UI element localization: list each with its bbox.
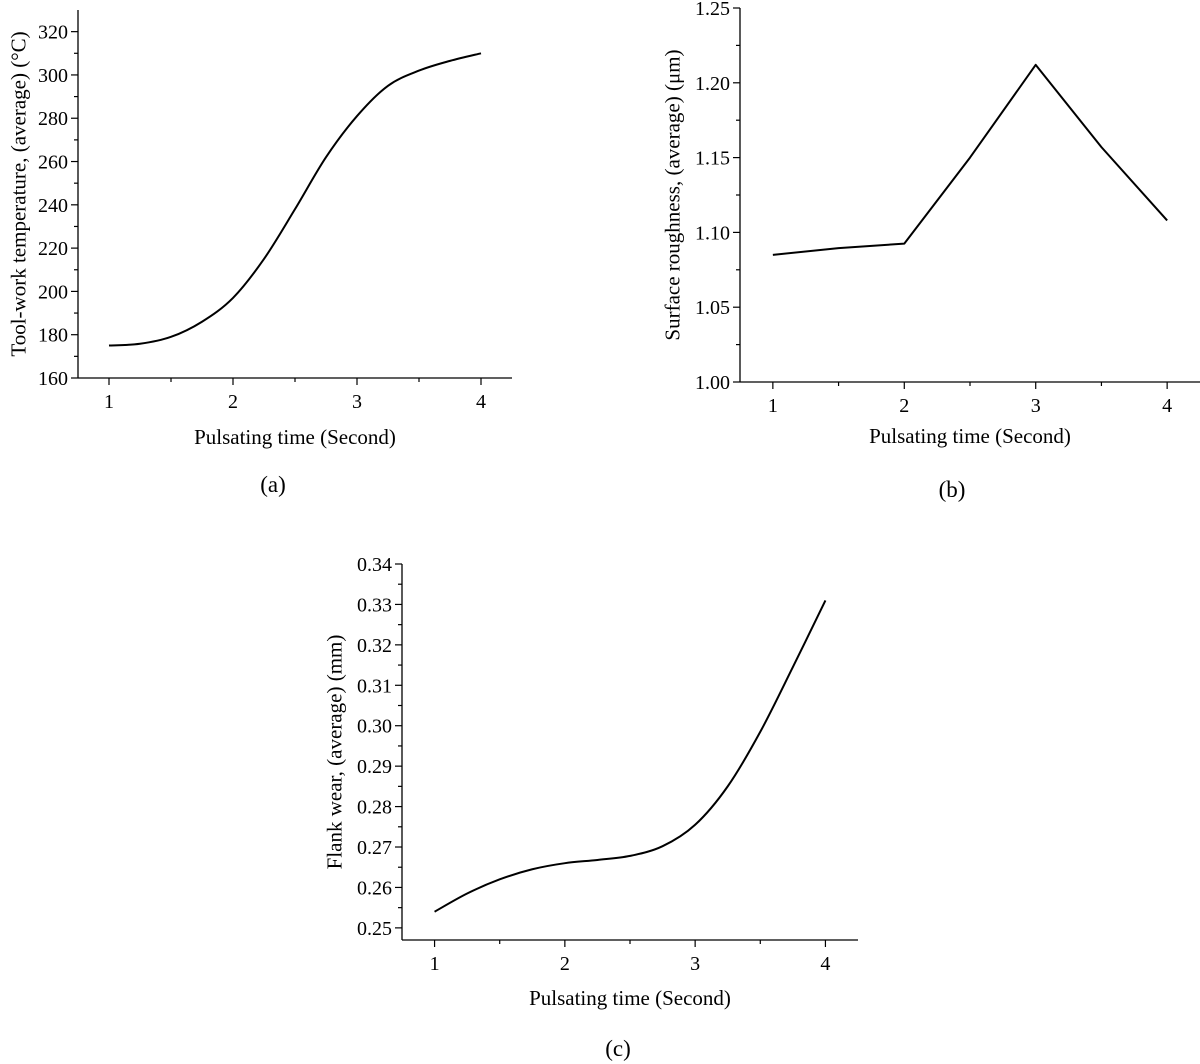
panel-label-c: (c) [605,1036,631,1061]
y-tick-label: 280 [38,108,68,130]
y-tick-label: 0.31 [357,675,392,697]
y-tick-label: 320 [38,22,68,44]
y-tick-label: 1.10 [695,222,730,244]
x-tick-label: 2 [228,391,238,413]
y-tick-label: 1.20 [695,73,730,95]
x-tick-label: 1 [768,395,778,417]
y-axis-label: Surface roughness, (average) (μm) [660,49,684,340]
y-tick-label: 0.25 [357,918,392,940]
y-axis-label: Tool-work temperature, (average) (°C) [6,31,30,356]
x-tick-label: 4 [1162,395,1172,417]
y-tick-label: 160 [38,368,68,390]
y-tick-label: 260 [38,152,68,174]
panel-label-a: (a) [260,472,286,497]
x-axis-label: Pulsating time (Second) [869,424,1071,448]
x-tick-label: 3 [1031,395,1041,417]
x-axis-label: Pulsating time (Second) [529,986,731,1010]
y-tick-label: 0.34 [357,554,392,576]
y-tick-label: 220 [38,238,68,260]
x-tick-label: 2 [560,953,570,975]
y-tick-label: 0.29 [357,756,392,778]
x-tick-label: 1 [430,953,440,975]
y-tick-label: 0.32 [357,635,392,657]
x-tick-label: 2 [899,395,909,417]
x-tick-label: 3 [352,391,362,413]
x-tick-label: 4 [820,953,830,975]
y-tick-label: 180 [38,325,68,347]
x-tick-label: 3 [690,953,700,975]
series-line-c [434,599,827,913]
y-tick-label: 1.15 [695,148,730,170]
chart-panel-b: 1 2 3 4 1.00 1.05 1.10 1.15 1.20 1.25 Pulsating ti… [660,0,1200,502]
series-line-a [108,52,482,347]
y-tick-label: 0.33 [357,594,392,616]
chart-panel-a: 1 2 3 4 160 180 200 220 240 260 280 300 320 Pulsating… [6,10,512,497]
y-tick-label: 1.25 [695,0,730,20]
y-tick-label: 0.30 [357,716,392,738]
chart-panel-c: 1 2 3 4 0.25 0.26 0.27 0.28 0.29 0.30 0.31 0.32 0.33… [322,554,858,1061]
panel-label-b: (b) [939,477,966,502]
y-tick-label: 1.00 [695,372,730,394]
x-axis-label: Pulsating time (Second) [194,425,396,449]
y-tick-label: 0.26 [357,877,392,899]
y-tick-label: 1.05 [695,297,730,319]
x-tick-label: 1 [104,391,114,413]
y-tick-label: 300 [38,65,68,87]
y-tick-label: 240 [38,195,68,217]
y-tick-label: 0.27 [357,837,392,859]
y-tick-label: 200 [38,281,68,303]
series-line-b [772,63,1168,256]
y-tick-label: 0.28 [357,797,392,819]
y-axis-label: Flank wear, (average) (mm) [322,635,346,870]
x-tick-label: 4 [476,391,486,413]
